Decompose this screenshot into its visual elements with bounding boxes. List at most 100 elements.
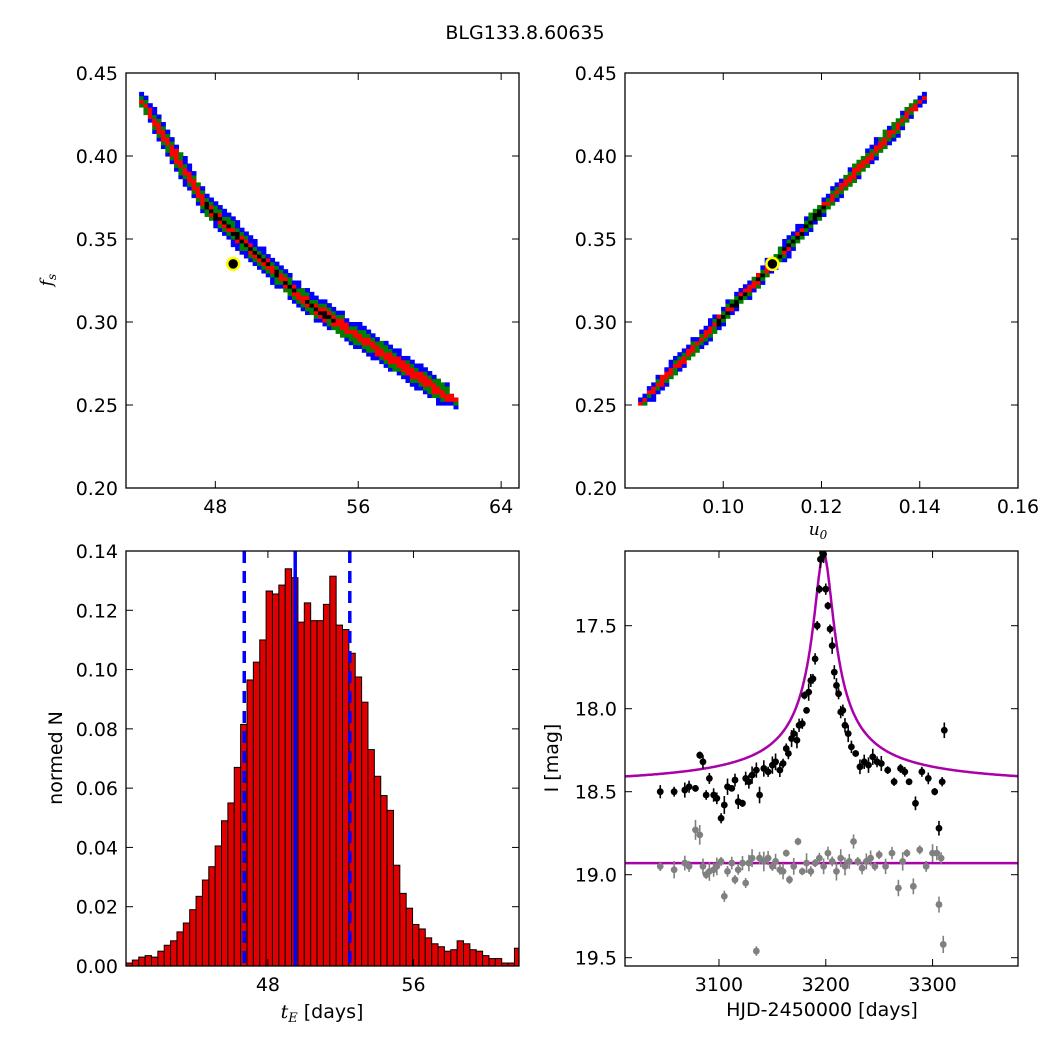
- posterior-cell: [401, 367, 407, 372]
- posterior-cell: [865, 156, 871, 161]
- posterior-cell: [440, 401, 446, 406]
- posterior-cell: [843, 178, 849, 184]
- posterior-cell: [686, 344, 692, 350]
- posterior-cell: [143, 99, 149, 104]
- posterior-cell: [440, 382, 446, 387]
- posterior-cell: [344, 325, 350, 331]
- posterior-cell: [248, 250, 254, 255]
- posterior-cell: [204, 193, 210, 199]
- posterior-cell: [725, 299, 731, 304]
- posterior-cell: [204, 208, 210, 214]
- residual-point: [903, 849, 911, 857]
- posterior-cell: [786, 250, 792, 255]
- posterior-cell: [707, 337, 713, 342]
- posterior-cell: [156, 122, 162, 127]
- posterior-cell: [427, 389, 433, 395]
- posterior-cell: [756, 272, 761, 278]
- posterior-cell: [655, 389, 661, 395]
- posterior-cell: [681, 355, 687, 361]
- posterior-cell: [694, 337, 700, 342]
- fs-vs-tE-ticks: 48 56 64 0.20 0.25 0.30 0.35 0.40 0.45: [76, 63, 519, 518]
- posterior-cell: [734, 299, 740, 304]
- posterior-cell: [222, 227, 228, 233]
- posterior-cell: [305, 299, 310, 304]
- posterior-cell: [887, 133, 892, 138]
- posterior-cell: [790, 239, 796, 244]
- posterior-cell: [852, 167, 858, 172]
- light-curve-xlabel: HJD-2450000 [days]: [726, 999, 918, 1021]
- posterior-cell: [339, 329, 345, 334]
- posterior-cell: [436, 389, 441, 395]
- posterior-cell: [668, 367, 674, 372]
- y-tick-label: 0.45: [76, 63, 118, 85]
- posterior-cell: [339, 322, 345, 327]
- y-tick-label: 18.5: [575, 782, 617, 804]
- posterior-cell: [694, 344, 700, 350]
- residual-point: [841, 863, 849, 870]
- data-point: [752, 766, 760, 774]
- posterior-cell: [769, 269, 775, 274]
- posterior-cell: [673, 371, 678, 376]
- posterior-cell: [817, 208, 823, 214]
- posterior-cell: [379, 344, 385, 350]
- posterior-cell: [331, 325, 337, 331]
- posterior-cell: [143, 106, 149, 112]
- residual-point: [772, 858, 779, 865]
- posterior-cell: [322, 318, 328, 323]
- posterior-cell: [252, 250, 258, 255]
- posterior-cell: [904, 110, 910, 116]
- posterior-cell: [208, 208, 214, 214]
- residual-point: [888, 849, 896, 857]
- posterior-cell: [169, 156, 175, 161]
- posterior-cell: [638, 397, 644, 402]
- posterior-cell: [283, 276, 289, 282]
- posterior-cell: [213, 223, 219, 229]
- posterior-cell: [873, 140, 879, 146]
- x-tick-label: 3300: [908, 974, 956, 996]
- posterior-cell: [444, 397, 450, 402]
- posterior-cell: [344, 333, 350, 338]
- posterior-cell: [834, 182, 840, 187]
- posterior-cell: [287, 280, 293, 285]
- posterior-cell: [690, 352, 696, 357]
- posterior-cell: [353, 329, 359, 334]
- posterior-cell: [265, 257, 271, 263]
- posterior-cell: [383, 359, 389, 365]
- posterior-cell: [777, 254, 783, 259]
- posterior-cell: [348, 322, 354, 327]
- histogram-bar: [303, 602, 312, 966]
- posterior-cell: [222, 223, 228, 229]
- posterior-cell: [326, 314, 332, 319]
- posterior-cell: [326, 325, 332, 331]
- y-tick-label: 0.04: [76, 837, 118, 859]
- posterior-cell: [751, 280, 757, 285]
- residual-point: [922, 863, 930, 870]
- posterior-cell: [703, 333, 709, 338]
- posterior-cell: [729, 299, 735, 304]
- posterior-cell: [152, 125, 158, 131]
- posterior-cell: [270, 269, 276, 274]
- posterior-cell: [235, 246, 241, 251]
- posterior-cell: [344, 329, 350, 334]
- posterior-cell: [847, 167, 853, 172]
- posterior-cell: [873, 137, 879, 142]
- posterior-cell: [322, 306, 328, 312]
- posterior-cell: [414, 378, 420, 383]
- posterior-cell: [427, 374, 433, 380]
- posterior-cell: [795, 235, 801, 240]
- posterior-cell: [838, 193, 844, 199]
- posterior-cell: [318, 303, 324, 308]
- posterior-cell: [300, 288, 306, 293]
- posterior-cell: [331, 306, 337, 312]
- figure-title: BLG133.8.60635: [445, 22, 605, 44]
- posterior-cell: [690, 340, 696, 346]
- posterior-cell: [213, 220, 219, 225]
- posterior-cell: [436, 386, 441, 391]
- residual-point: [916, 846, 924, 854]
- posterior-cell: [804, 220, 809, 225]
- posterior-cell: [725, 310, 731, 316]
- posterior-cell: [747, 291, 753, 297]
- posterior-cell: [353, 322, 359, 327]
- posterior-cell: [830, 197, 836, 202]
- posterior-cell: [659, 386, 665, 391]
